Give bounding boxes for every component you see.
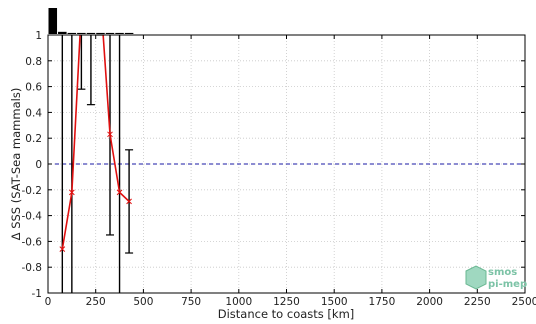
- histogram-bar: [115, 32, 124, 34]
- data-point: [116, 189, 123, 196]
- x-tick-label: 1750: [369, 296, 396, 308]
- histogram-bar: [67, 32, 77, 34]
- smos-pimep-logo: smos pi-mep: [465, 265, 527, 290]
- x-tick-label: 250: [86, 296, 106, 308]
- x-axis-label: Distance to coasts [km]: [218, 307, 355, 321]
- logo-line1: smos: [488, 267, 517, 278]
- y-tick-label: 0: [35, 159, 42, 171]
- top-histogram: [48, 8, 134, 34]
- data-point: [68, 189, 75, 196]
- data-point: [126, 198, 132, 205]
- y-tick-label: -0.6: [22, 236, 43, 248]
- error-bars: [61, 34, 134, 293]
- series-line: [61, 35, 130, 250]
- logo-line2: pi-mep: [488, 279, 527, 290]
- x-tick-label: 0: [45, 296, 52, 308]
- x-tick-label: 1500: [321, 296, 348, 308]
- y-tick-label: -0.4: [22, 211, 43, 223]
- x-tick-label: 750: [181, 296, 201, 308]
- histogram-bar: [48, 8, 58, 34]
- x-axis-ticks: 0 250 500 750 1000 1250 1500 1750 2000 2250 2500: [45, 35, 536, 308]
- y-tick-label: 0.4: [25, 107, 42, 119]
- y-axis-ticks: -1 -0.8 -0.6 -0.4 -0.2 0 0.2 0.4 0.6 0.8 1: [22, 30, 525, 300]
- y-tick-label: 1: [35, 30, 42, 42]
- x-tick-label: 1000: [225, 296, 252, 308]
- logo-cube-icon: [465, 265, 487, 290]
- x-tick-label: 2500: [512, 296, 536, 308]
- y-tick-label: -0.8: [22, 262, 43, 274]
- series-markers: [59, 131, 132, 252]
- data-point: [107, 131, 113, 138]
- series-polyline: [61, 35, 130, 250]
- histogram-bar: [96, 32, 105, 34]
- histogram-bar: [58, 31, 67, 34]
- y-tick-label: -1: [32, 288, 42, 300]
- y-tick-label: -0.2: [22, 185, 43, 197]
- x-tick-label: 2000: [416, 296, 443, 308]
- histogram-bar: [86, 32, 96, 34]
- y-tick-label: 0.6: [25, 82, 42, 94]
- x-tick-label: 1250: [273, 296, 300, 308]
- y-tick-label: 0.8: [25, 56, 42, 68]
- data-point: [59, 246, 66, 252]
- x-tick-label: 2250: [464, 296, 491, 308]
- y-axis-label: Δ SSS (SAT-Sea mammals): [9, 88, 23, 241]
- histogram-bar: [105, 32, 115, 34]
- x-tick-label: 500: [133, 296, 153, 308]
- histogram-bar: [77, 32, 86, 34]
- histogram-bar: [124, 32, 134, 34]
- y-tick-label: 0.2: [25, 133, 42, 145]
